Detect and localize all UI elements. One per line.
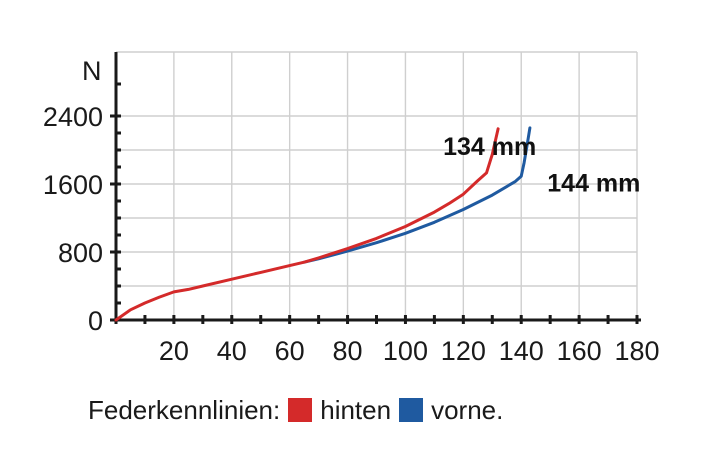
- legend-swatch-vorne: [399, 398, 424, 422]
- legend-label-vorne: vorne.: [431, 394, 504, 425]
- x-tick-label: 180: [614, 336, 659, 366]
- grid: [116, 51, 638, 320]
- series-line-hinten: [114, 127, 500, 322]
- y-tick-label: 0: [88, 306, 103, 336]
- y-tick-label: 800: [58, 238, 103, 268]
- y-tick-label: 1600: [43, 170, 103, 200]
- x-tick-label: 80: [333, 336, 363, 366]
- x-tick-label: 60: [275, 336, 305, 366]
- legend-swatch-hinten: [288, 398, 313, 422]
- x-tick-label: 20: [159, 336, 189, 366]
- legend-label-hinten: hinten: [320, 394, 392, 425]
- x-tick-label: 120: [441, 336, 486, 366]
- annotations: 134 mm 144 mm: [443, 133, 640, 198]
- y-axis-unit-label: N: [82, 56, 102, 86]
- y-tick-label: 2400: [43, 102, 103, 132]
- x-tick-label: 140: [499, 336, 544, 366]
- x-tick-label: 100: [383, 336, 428, 366]
- legend: Federkennlinien: hinten vorne.: [88, 392, 503, 428]
- series: [114, 126, 532, 322]
- annotation-label: 144 mm: [547, 169, 640, 197]
- x-tick-label: 40: [217, 336, 247, 366]
- x-tick-label: 160: [557, 336, 602, 366]
- annotation-label: 134 mm: [443, 133, 536, 161]
- series-line-vorne: [302, 126, 532, 264]
- legend-title: Federkennlinien:: [88, 394, 281, 425]
- ticks: 0 800 1600 2400 20 40 60 80 100 120 140 160 180: [43, 82, 660, 366]
